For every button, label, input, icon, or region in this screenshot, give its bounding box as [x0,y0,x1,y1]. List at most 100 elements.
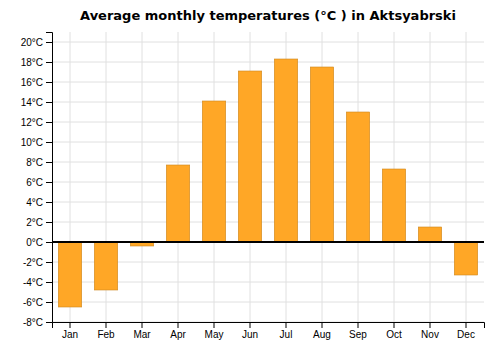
y-grid-line [52,302,484,303]
x-tick-label: Dec [457,329,475,340]
y-tick-label: 16°C [21,77,43,88]
y-tick-label: 20°C [21,37,43,48]
bar [202,101,225,242]
y-tick: 20°C [21,37,52,48]
y-tick-mark [46,302,52,303]
bar [58,242,81,307]
x-tick-label: Mar [133,329,151,340]
x-tick-mark [106,322,107,328]
x-tick: Feb [97,322,115,340]
y-tick-label: 0°C [26,237,43,248]
y-tick-label: -8°C [23,317,43,328]
y-tick-mark [46,202,52,203]
x-tick-label: Jun [242,329,258,340]
bar [310,67,333,242]
y-tick-mark [46,162,52,163]
y-grid-line [52,182,484,183]
bars [52,59,484,307]
x-tick-mark [70,322,71,328]
x-tick-mark [322,322,323,328]
y-tick-label: 8°C [26,157,43,168]
y-grid-line [52,222,484,223]
x-tick-mark [358,322,359,328]
y-tick-label: 18°C [21,57,43,68]
bar [238,71,261,242]
x-tick-mark [178,322,179,328]
y-tick: -4°C [23,277,52,288]
x-tick: May [205,322,224,340]
bar [346,112,369,242]
y-tick: -8°C [23,317,52,328]
y-tick-mark [46,142,52,143]
y-tick-mark [46,182,52,183]
x-tick-label: Jan [62,329,78,340]
y-tick-mark [46,62,52,63]
y-tick: 12°C [21,117,52,128]
y-tick-label: -2°C [23,257,43,268]
y-tick: -6°C [23,297,52,308]
bar [274,59,297,242]
y-grid-line [52,242,484,243]
x-tick-mark [250,322,251,328]
y-tick-label: 6°C [26,177,43,188]
x-tick-label: Oct [386,329,402,340]
y-tick-mark [46,122,52,123]
y-tick: 6°C [26,177,52,188]
plot: -8°C-6°C-4°C-2°C0°C2°C4°C6°C8°C10°C12°C1… [21,32,485,340]
x-grid-line [142,32,143,322]
y-tick: -2°C [23,257,52,268]
y-tick-label: 12°C [21,117,43,128]
x-tick-mark [214,322,215,328]
y-grid-line [52,62,484,63]
y-tick-label: -6°C [23,297,43,308]
x-tick-label: Apr [170,329,186,340]
x-tick-mark [466,322,467,328]
y-tick: 2°C [26,217,52,228]
chart: -8°C-6°C-4°C-2°C0°C2°C4°C6°C8°C10°C12°C1… [0,0,500,350]
x-tick: Jan [62,322,78,340]
y-grid-line [52,102,484,103]
x-tick: Dec [457,322,475,340]
y-tick-label: 14°C [21,97,43,108]
x-tick-mark [430,322,431,328]
x-tick: Jul [280,322,293,340]
y-tick: 18°C [21,57,52,68]
x-tick: Mar [133,322,151,340]
y-tick-mark [46,262,52,263]
y-tick-mark [46,322,52,323]
y-axis: -8°C-6°C-4°C-2°C0°C2°C4°C6°C8°C10°C12°C1… [21,33,53,328]
y-grid-line [52,202,484,203]
bar [418,227,441,242]
y-tick: 8°C [26,157,52,168]
y-grid-line [52,142,484,143]
y-tick-label: 2°C [26,217,43,228]
y-tick-mark [46,102,52,103]
y-grid-line [52,122,484,123]
y-tick-mark [46,42,52,43]
y-tick: 4°C [26,197,52,208]
x-tick-mark [394,322,395,328]
y-grid-line [52,82,484,83]
bar [94,242,117,290]
x-tick-mark [286,322,287,328]
y-axis-line [46,33,53,323]
y-tick: 16°C [21,77,52,88]
y-tick-mark [46,82,52,83]
x-tick-label: Nov [421,329,439,340]
x-tick: Sep [349,322,367,340]
x-grid-line [466,32,467,322]
zero-line [52,241,484,243]
y-tick-label: -4°C [23,277,43,288]
x-tick-mark [142,322,143,328]
x-tick-label: Feb [97,329,115,340]
y-tick-mark [46,242,52,243]
y-tick-mark [46,222,52,223]
y-grid-line [52,162,484,163]
x-axis: JanFebMarAprMayJunJulAugSepOctNovDec [53,322,485,340]
y-tick: 0°C [26,237,52,248]
bar [166,165,189,242]
y-tick: 14°C [21,97,52,108]
x-axis-line [53,323,485,329]
x-tick-label: Sep [349,329,367,340]
x-tick: Nov [421,322,439,340]
